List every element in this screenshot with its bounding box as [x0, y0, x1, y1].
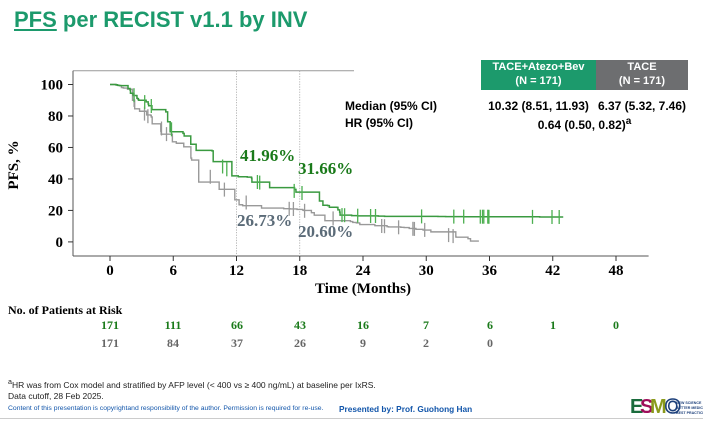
svg-text:48: 48 — [609, 263, 624, 279]
svg-text:26.73%: 26.73% — [237, 211, 292, 230]
svg-text:40: 40 — [48, 172, 63, 188]
svg-text:20.60%: 20.60% — [298, 222, 353, 241]
svg-text:0: 0 — [106, 263, 114, 279]
svg-text:12: 12 — [229, 263, 244, 279]
svg-text:PFS, %: PFS, % — [6, 140, 22, 189]
svg-text:BETTER MEDICINE: BETTER MEDICINE — [676, 406, 703, 410]
svg-text:24: 24 — [356, 263, 372, 279]
svg-text:18: 18 — [292, 263, 307, 279]
svg-text:31.66%: 31.66% — [298, 159, 353, 178]
svg-text:100: 100 — [41, 78, 64, 94]
svg-text:6: 6 — [170, 263, 178, 279]
svg-text:30: 30 — [419, 263, 434, 279]
svg-text:36: 36 — [482, 263, 498, 279]
svg-text:41.96%: 41.96% — [240, 146, 295, 165]
svg-text:80: 80 — [48, 109, 63, 125]
svg-text:20: 20 — [48, 203, 63, 219]
svg-text:60: 60 — [48, 140, 63, 156]
svg-text:0: 0 — [56, 235, 64, 251]
svg-text:M: M — [650, 396, 666, 418]
svg-text:NEW SCIENCE: NEW SCIENCE — [676, 401, 702, 405]
svg-text:42: 42 — [545, 263, 560, 279]
svg-text:Time (Months): Time (Months) — [315, 281, 411, 297]
svg-text:BEST PRACTICE: BEST PRACTICE — [676, 411, 703, 415]
